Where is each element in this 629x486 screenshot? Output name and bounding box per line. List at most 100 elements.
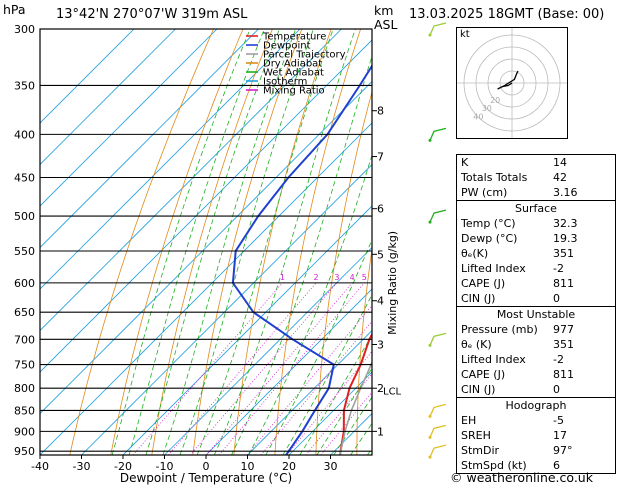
- legend-label: Parcel Trajectory: [263, 50, 346, 61]
- hodograph-trace: [497, 70, 519, 90]
- surface-group: Surface Temp (°C) 32.3 Dewp (°C) 19.3 θₑ(K) 3…: [457, 200, 615, 306]
- legend-label: Wet Adiabat: [263, 68, 324, 79]
- index-label: K: [461, 156, 469, 169]
- hodograph-ring-label: 30: [482, 104, 492, 113]
- surface-value: 811: [553, 277, 574, 290]
- mixing-ratio-label: 20: [441, 273, 451, 282]
- wet-adiabat-line: [111, 29, 251, 455]
- series-line-parcel-trajectory: [339, 360, 372, 455]
- mixing-ratio-line: [132, 282, 283, 455]
- surface-row: CAPE (J) 811: [457, 276, 615, 291]
- index-row: K 14: [457, 155, 615, 170]
- isotherm-line: [40, 80, 372, 415]
- index-row: Totals Totals 42: [457, 170, 615, 185]
- most-unstable-value: -2: [553, 353, 564, 366]
- km-tick-label: 6: [377, 203, 384, 216]
- isotherm-line: [40, 29, 301, 290]
- hodograph-stat-row: StmSpd (kt) 6: [457, 458, 615, 473]
- dry-adiabat-line: [397, 29, 449, 455]
- most-unstable-label: CIN (J): [461, 383, 496, 396]
- legend-label: Mixing Ratio: [263, 86, 325, 97]
- most-unstable-value: 977: [553, 323, 574, 336]
- hodograph-stat-label: StmSpd (kt): [461, 459, 527, 472]
- surface-value: 0: [553, 292, 560, 305]
- hodograph-stat-value: 97°: [553, 444, 573, 457]
- wind-barb-base: [428, 414, 432, 418]
- pressure-tick-label: 300: [14, 23, 35, 36]
- wind-barb-base: [428, 343, 432, 347]
- isotherm-line: [40, 39, 372, 373]
- pressure-tick-label: 850: [14, 404, 35, 417]
- pressure-tick-label: 600: [14, 277, 35, 290]
- isotherm-line: [40, 29, 342, 332]
- asl-label: ASL: [374, 17, 398, 32]
- most-unstable-value: 351: [553, 338, 574, 351]
- km-tick-label: 2: [377, 382, 384, 395]
- indices-group: K 14 Totals Totals 42 PW (cm) 3.16: [457, 155, 615, 200]
- wind-barb-base: [428, 455, 432, 459]
- wet-adiabat-line: [162, 29, 297, 455]
- hodograph-stat-value: 17: [553, 429, 567, 442]
- pressure-tick-label: 900: [14, 425, 35, 438]
- surface-value: 351: [553, 247, 574, 260]
- temp-tick-label: -30: [73, 460, 91, 473]
- mixing-ratio-label: 15: [423, 273, 433, 282]
- most-unstable-row: CIN (J) 0: [457, 382, 615, 397]
- wind-barb: [429, 127, 447, 141]
- location-title: 13°42'N 270°07'W 319m ASL: [56, 7, 248, 22]
- legend-label: Dewpoint: [263, 41, 311, 52]
- wind-barb: [429, 22, 447, 36]
- temp-tick-label: -10: [156, 460, 174, 473]
- km-tick-label: 4: [377, 295, 384, 308]
- isotherm-line: [205, 288, 372, 455]
- mixing-ratio-label: 5: [362, 273, 367, 282]
- surface-label: Dewp (°C): [461, 232, 518, 245]
- series-line-dewpoint: [231, 64, 372, 455]
- wind-barb-base: [428, 33, 432, 37]
- surface-value: 19.3: [553, 232, 578, 245]
- mixing-ratio-label: 1: [280, 273, 285, 282]
- pressure-tick-label: 700: [14, 333, 35, 346]
- most-unstable-row: Lifted Index -2: [457, 352, 615, 367]
- dry-adiabat-line: [69, 29, 214, 455]
- series-line-temperature: [339, 332, 372, 455]
- hodograph-stat-row: SREH 17: [457, 428, 615, 443]
- mixing-ratio-label: 3: [334, 273, 339, 282]
- surface-value: 32.3: [553, 217, 578, 230]
- mixing-ratio-axis-label: Mixing Ratio (g/kg): [386, 231, 399, 335]
- hodograph-stat-value: -5: [553, 414, 564, 427]
- surface-label: θₑ(K): [461, 247, 489, 260]
- isotherm-line: [40, 29, 259, 249]
- km-tick-label: 5: [377, 248, 384, 261]
- wind-barb-base: [428, 138, 432, 142]
- isotherm-line: [164, 246, 372, 455]
- hodograph-stat-label: SREH: [461, 429, 491, 442]
- most-unstable-title: Most Unstable: [496, 308, 576, 321]
- isotherm-line: [288, 371, 372, 455]
- surface-row: Lifted Index -2: [457, 261, 615, 276]
- most-unstable-value: 811: [553, 368, 574, 381]
- pressure-tick-label: 950: [14, 445, 35, 458]
- isotherm-line: [81, 163, 372, 455]
- hodograph-ring-label: 40: [473, 113, 483, 122]
- pressure-tick-label: 350: [14, 79, 35, 92]
- most-unstable-label: CAPE (J): [461, 368, 506, 381]
- surface-label: Temp (°C): [461, 217, 516, 230]
- temp-tick-label: 10: [241, 460, 255, 473]
- temp-tick-label: 30: [324, 460, 338, 473]
- hodograph-stat-label: EH: [461, 414, 477, 427]
- km-tick-label: 7: [377, 151, 384, 164]
- mixing-ratio-label: 2: [314, 273, 319, 282]
- pressure-tick-label: 450: [14, 172, 35, 185]
- index-value: 14: [553, 156, 567, 169]
- most-unstable-row: CAPE (J) 811: [457, 367, 615, 382]
- copyright-footer: © weatheronline.co.uk: [450, 470, 593, 485]
- wind-barb: [429, 209, 447, 223]
- mixing-ratio-label: 4: [350, 273, 355, 282]
- hodograph-stats-title: Hodograph: [505, 399, 567, 412]
- wind-barb: [429, 444, 447, 458]
- datetime-title: 13.03.2025 18GMT (Base: 00): [409, 7, 605, 22]
- pressure-tick-label: 400: [14, 128, 35, 141]
- index-label: Totals Totals: [461, 171, 528, 184]
